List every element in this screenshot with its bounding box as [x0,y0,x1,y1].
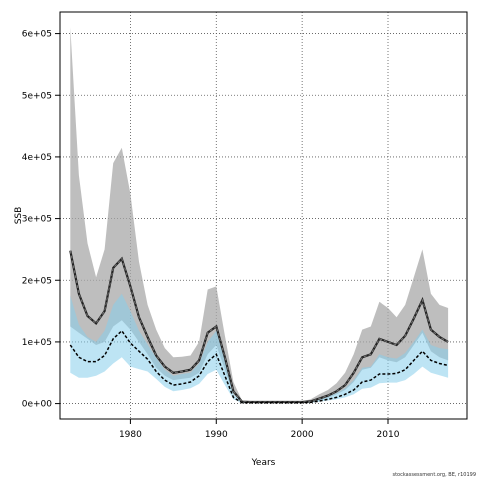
y-tick-label: 0e+00 [22,400,53,410]
y-axis: 0e+00 1e+05 2e+05 3e+05 4e+05 5e+05 6e+05 [22,30,60,410]
confidence-bands [70,27,449,403]
y-tick-label: 6e+05 [22,30,52,40]
x-tick-label: 2010 [377,430,400,440]
series-lines [69,250,449,404]
y-tick-label: 1e+05 [22,338,52,348]
y-tick-label: 2e+05 [22,276,52,286]
x-tick-label: 1990 [205,430,228,440]
series-line-1 [69,329,449,404]
y-tick-label: 3e+05 [22,215,52,225]
x-tick-label: 2000 [291,430,314,440]
footer-credit: stockassessment.org, BE, r10199 [392,472,476,478]
y-tick-label: 4e+05 [22,153,52,163]
x-axis: 1980 1990 2000 2010 [119,419,400,440]
y-axis-label: SSB [14,207,24,225]
plot-frame [59,11,468,420]
confidence-band-1 [70,293,449,403]
x-axis-label: Years [251,458,276,468]
y-tick-label: 5e+05 [22,91,52,101]
series-line-dash-0 [69,250,449,403]
x-tick-label: 1980 [119,430,142,440]
